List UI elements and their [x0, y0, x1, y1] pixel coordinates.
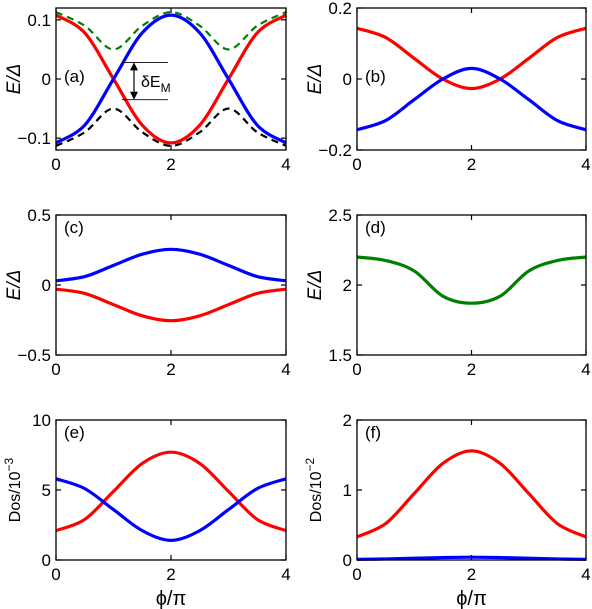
x-tick-label: 4 — [581, 360, 590, 379]
y-tick-label: 0 — [42, 70, 51, 89]
y-tick-label: −0.5 — [17, 346, 51, 365]
x-tick-label: 0 — [51, 565, 60, 584]
x-tick-label: 2 — [166, 360, 175, 379]
x-tick-label: 0 — [352, 360, 361, 379]
y-axis-label: E/Δ — [305, 64, 326, 95]
panel-c: 0 2 4−0.500.5E/Δ(c) — [4, 206, 291, 379]
y-tick-label: 1 — [343, 481, 352, 500]
x-tick-label: 2 — [166, 565, 175, 584]
y-axis-label-exponent: −2 — [303, 457, 317, 471]
series-line-1 — [356, 26, 587, 91]
axes-frame — [356, 419, 587, 561]
x-tick-label: 0 — [352, 155, 361, 174]
x-tick-label: 0 — [51, 155, 60, 174]
series-line-2 — [356, 66, 587, 132]
series-line-1 — [55, 450, 287, 533]
panel-label: (b) — [365, 67, 386, 86]
x-tick-label: 4 — [581, 155, 590, 174]
x-tick-label: 4 — [281, 565, 290, 584]
annotation-arrowhead-down — [130, 91, 138, 100]
panel-label: (f) — [365, 423, 381, 442]
series-line-4 — [55, 107, 287, 147]
panel-label: (e) — [64, 423, 85, 442]
series-line-1 — [356, 255, 587, 305]
y-axis-label: Dos/10−3 — [2, 457, 24, 522]
y-axis-label: E/Δ — [305, 270, 326, 301]
y-tick-label: −0.2 — [318, 141, 352, 160]
series-line-2 — [55, 477, 287, 542]
series-line-1 — [356, 449, 587, 539]
y-tick-label: 0 — [343, 70, 352, 89]
x-tick-label: 2 — [166, 155, 175, 174]
y-tick-label: 5 — [42, 481, 51, 500]
y-tick-label: 0.5 — [27, 206, 51, 225]
y-tick-label: 2 — [343, 276, 352, 295]
series-line-3 — [55, 11, 287, 51]
x-tick-label: 2 — [467, 360, 476, 379]
panel-label: (a) — [64, 67, 85, 86]
y-tick-label: 0.2 — [328, 0, 352, 18]
series-line-1 — [55, 247, 287, 283]
y-tick-label: −0.1 — [17, 129, 51, 148]
y-axis-label-exponent: −3 — [2, 457, 16, 471]
x-axis-label: ϕ/π — [456, 588, 487, 609]
panel-f: 0 2 4 0 1 2 Dos/10−2 ϕ/π (f) — [303, 411, 591, 609]
x-tick-label: 0 — [352, 565, 361, 584]
y-axis-label: E/Δ — [4, 64, 25, 95]
panel-label: (d) — [365, 218, 386, 237]
y-tick-label: 0.1 — [27, 11, 51, 30]
y-tick-label: 10 — [32, 411, 51, 430]
y-axis-label: E/Δ — [4, 270, 25, 301]
x-tick-label: 4 — [281, 360, 290, 379]
axes-frame — [356, 214, 587, 356]
panel-d: 0 2 4 1.5 2 2.5 E/Δ (d) — [305, 206, 591, 379]
x-tick-label: 2 — [467, 565, 476, 584]
series-line-1 — [55, 13, 287, 145]
x-tick-label: 4 — [281, 155, 290, 174]
x-tick-label: 2 — [467, 155, 476, 174]
annotation-arrowhead-up — [130, 62, 138, 71]
y-tick-label: 1.5 — [328, 346, 352, 365]
annotation-subscript: M — [161, 81, 171, 95]
series-line-2 — [55, 13, 287, 145]
panel-a: 0 2 4−0.100.1E/Δ (a) δEM — [4, 7, 291, 174]
x-axis-label: ϕ/π — [156, 588, 187, 609]
x-tick-label: 0 — [51, 360, 60, 379]
y-axis-label: Dos/10−2 — [303, 457, 325, 522]
y-tick-label: 0 — [343, 551, 352, 570]
annotation-label: δEM — [141, 74, 171, 95]
panel-label: (c) — [64, 218, 84, 237]
y-tick-label: 0 — [42, 551, 51, 570]
y-tick-label: 2 — [343, 411, 352, 430]
panel-b: 0 2 4−0.200.2E/Δ (b) — [305, 0, 591, 174]
y-tick-label: 0 — [42, 276, 51, 295]
panel-e: 0 2 4 0 5 10 Dos/10−3 ϕ/π (e) — [2, 411, 291, 609]
axes-frame — [356, 7, 587, 151]
axes-frame — [55, 214, 287, 356]
y-tick-label: 2.5 — [328, 206, 352, 225]
series-line-2 — [55, 287, 287, 323]
x-tick-label: 4 — [581, 565, 590, 584]
